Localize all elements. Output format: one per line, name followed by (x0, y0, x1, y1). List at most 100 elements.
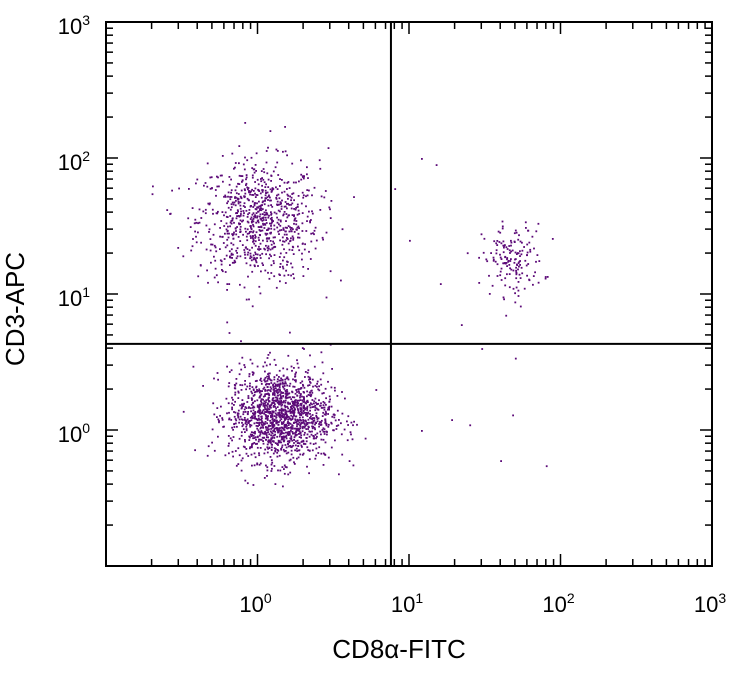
scatter-point (305, 195, 307, 198)
scatter-point (210, 243, 212, 246)
scatter-point (198, 208, 201, 211)
scatter-point (316, 418, 319, 420)
scatter-point (261, 219, 264, 222)
scatter-point (266, 475, 268, 477)
scatter-point (533, 247, 535, 250)
scatter-point (309, 258, 312, 260)
scatter-point (247, 397, 250, 399)
scatter-point (317, 417, 320, 420)
scatter-point (235, 196, 237, 199)
scatter-point (290, 230, 293, 233)
scatter-point (300, 444, 303, 447)
scatter-point (245, 428, 248, 430)
scatter-point (299, 427, 301, 430)
scatter-point (217, 378, 219, 381)
scatter-point (252, 230, 255, 233)
scatter-point (311, 406, 314, 408)
scatter-point (275, 286, 278, 289)
scatter-point (235, 185, 238, 188)
scatter-point (221, 235, 224, 238)
scatter-point (286, 207, 288, 210)
scatter-point (492, 259, 495, 262)
scatter-point (519, 305, 522, 308)
scatter-point (532, 283, 534, 286)
scatter-point (235, 257, 238, 260)
scatter-point (273, 376, 276, 378)
scatter-point (488, 274, 490, 277)
scatter-point (277, 218, 280, 221)
scatter-point (267, 271, 269, 274)
scatter-point (285, 239, 288, 242)
scatter-point (253, 215, 255, 218)
scatter-point (231, 233, 234, 235)
scatter-point (240, 389, 243, 391)
scatter-point (296, 203, 299, 206)
scatter-point (287, 407, 289, 410)
scatter-point (261, 417, 263, 420)
scatter-point (277, 174, 280, 176)
scatter-point (327, 408, 329, 411)
scatter-point (261, 436, 264, 439)
scatter-point (256, 379, 258, 382)
scatter-point (277, 441, 280, 444)
scatter-point (281, 466, 284, 468)
scatter-point (298, 212, 301, 215)
scatter-point (312, 443, 315, 445)
scatter-point (248, 375, 251, 378)
scatter-point (287, 197, 289, 200)
scatter-point (286, 261, 289, 263)
scatter-point (296, 439, 299, 442)
scatter-point (501, 227, 504, 230)
scatter-point (269, 386, 272, 389)
scatter-point (331, 368, 333, 370)
scatter-point (504, 284, 507, 287)
scatter-point (283, 420, 285, 423)
scatter-point (251, 415, 253, 418)
scatter-point (551, 238, 554, 240)
scatter-point (271, 417, 274, 420)
scatter-point (320, 402, 322, 405)
scatter-point (298, 390, 300, 393)
scatter-point (260, 430, 263, 432)
scatter-point (297, 388, 300, 391)
scatter-point (508, 249, 511, 252)
scatter-point (306, 407, 309, 410)
scatter-point (297, 209, 300, 212)
scatter-point (244, 440, 246, 443)
scatter-point (242, 233, 244, 236)
scatter-point (316, 416, 318, 419)
scatter-point (299, 424, 301, 427)
scatter-point (269, 456, 272, 458)
scatter-point (245, 176, 248, 179)
scatter-point (284, 389, 287, 392)
scatter-point (271, 413, 274, 416)
scatter-point (269, 232, 272, 235)
scatter-point (271, 443, 273, 446)
scatter-point (233, 426, 236, 428)
scatter-point (227, 236, 230, 239)
scatter-point (301, 212, 304, 214)
scatter-point (206, 454, 209, 457)
scatter-point (269, 248, 272, 251)
scatter-point (284, 409, 287, 412)
scatter-point (188, 296, 191, 298)
scatter-point (303, 175, 305, 178)
scatter-point (225, 397, 228, 400)
scatter-point (289, 239, 292, 242)
scatter-point (203, 184, 205, 187)
scatter-point (269, 351, 271, 354)
scatter-point (284, 450, 287, 452)
scatter-point (292, 444, 295, 447)
scatter-point (290, 199, 292, 202)
scatter-point (242, 423, 245, 426)
scatter-point (287, 378, 290, 381)
scatter-point (244, 446, 246, 449)
scatter-point (293, 385, 296, 388)
scatter-point (322, 438, 325, 441)
scatter-point (254, 380, 257, 382)
scatter-point (488, 293, 491, 295)
scatter-point (275, 389, 278, 392)
scatter-point (248, 435, 251, 438)
scatter-point (237, 390, 240, 393)
